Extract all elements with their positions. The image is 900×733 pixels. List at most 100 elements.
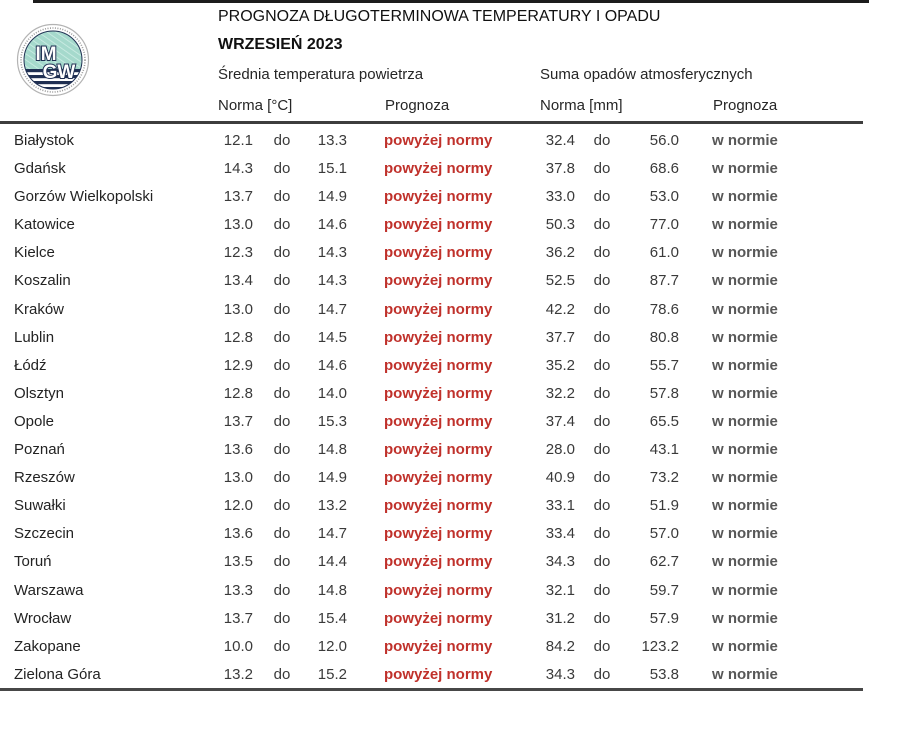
table-row: Gorzów Wielkopolski 13.7 do 14.9 powyżej nor… [0, 183, 900, 211]
table-row: Olsztyn 12.8 do 14.0 powyżej normy 32.2 do 57.8… [0, 380, 900, 408]
precip-norm-min-cell: 34.3 [545, 553, 575, 571]
temp-forecast-cell: powyżej normy [384, 553, 493, 571]
do-word: do [273, 188, 291, 206]
precip-norm-max-cell: 53.8 [649, 665, 679, 683]
temp-norm-max-cell: 14.3 [317, 272, 347, 290]
temp-forecast-cell: powyżej normy [384, 188, 493, 206]
precip-forecast-cell: w normie [712, 188, 778, 206]
do-word: do [593, 132, 611, 149]
precip-norm-min-cell: 36.2 [545, 244, 575, 262]
precip-forecast-cell: w normie [712, 132, 778, 149]
temp-norm-min-cell: 13.2 [223, 665, 253, 683]
table-row: Lublin 12.8 do 14.5 powyżej normy 37.7 do 80.8 w… [0, 324, 900, 352]
do-word: do [593, 525, 611, 543]
precip-forecast-cell: w normie [712, 581, 778, 599]
temp-norm-min-cell: 12.3 [223, 244, 253, 262]
do-word: do [273, 244, 291, 262]
temperature-forecast-column-header: Prognoza [385, 97, 450, 114]
do-word: do [273, 328, 291, 346]
temp-forecast-cell: powyżej normy [384, 384, 493, 402]
table-row: Opole 13.7 do 15.3 powyżej normy 37.4 do 65.5 w … [0, 408, 900, 436]
temp-norm-min-cell: 13.3 [223, 581, 253, 599]
city-cell: Toruń [14, 553, 52, 571]
temp-forecast-cell: powyżej normy [384, 525, 493, 543]
precip-norm-max-cell: 65.5 [649, 412, 679, 430]
table-row: Łódź 12.9 do 14.6 powyżej normy 35.2 do 55.7 w n… [0, 352, 900, 380]
precip-norm-max-cell: 59.7 [649, 581, 679, 599]
do-word: do [273, 356, 291, 374]
precip-norm-min-cell: 84.2 [545, 637, 575, 655]
temp-norm-max-cell: 14.8 [317, 581, 347, 599]
do-word: do [593, 441, 611, 459]
precip-norm-min-cell: 37.7 [545, 328, 575, 346]
temp-forecast-cell: powyżej normy [384, 356, 493, 374]
temp-forecast-cell: powyżej normy [384, 637, 493, 655]
precip-norm-max-cell: 80.8 [649, 328, 679, 346]
precip-norm-min-cell: 33.1 [545, 497, 575, 515]
precip-norm-min-cell: 35.2 [545, 356, 575, 374]
temp-norm-max-cell: 15.3 [317, 412, 347, 430]
do-word: do [273, 553, 291, 571]
precip-forecast-cell: w normie [712, 328, 778, 346]
logo-text-im: IM [35, 44, 56, 65]
city-cell: Rzeszów [14, 469, 75, 487]
temp-forecast-cell: powyżej normy [384, 441, 493, 459]
temp-norm-min-cell: 13.0 [223, 300, 253, 318]
imgw-logo-icon: IM GW [16, 23, 90, 97]
precip-norm-min-cell: 33.0 [545, 188, 575, 206]
precip-norm-max-cell: 73.2 [649, 469, 679, 487]
precip-forecast-cell: w normie [712, 441, 778, 459]
logo-text-gw: GW [43, 62, 76, 83]
precip-norm-min-cell: 52.5 [545, 272, 575, 290]
city-cell: Kraków [14, 300, 65, 318]
temp-forecast-cell: powyżej normy [384, 665, 493, 683]
temp-forecast-cell: powyżej normy [384, 132, 493, 149]
table-row: Kraków 13.0 do 14.7 powyżej normy 42.2 do 78.6 w… [0, 296, 900, 324]
precip-norm-min-cell: 33.4 [545, 525, 575, 543]
precip-norm-min-cell: 28.0 [545, 441, 575, 459]
precip-norm-min-cell: 40.9 [545, 469, 575, 487]
temp-norm-min-cell: 13.0 [223, 469, 253, 487]
temp-forecast-cell: powyżej normy [384, 160, 493, 178]
do-word: do [593, 384, 611, 402]
temp-forecast-cell: powyżej normy [384, 300, 493, 318]
precip-forecast-cell: w normie [712, 384, 778, 402]
table-row: Gdańsk 14.3 do 15.1 powyżej normy 37.8 do 68.6 w… [0, 155, 900, 183]
precip-norm-max-cell: 61.0 [649, 244, 679, 262]
temp-forecast-cell: powyżej normy [384, 497, 493, 515]
table-row: Poznań 13.6 do 14.8 powyżej normy 28.0 do 43.1 w… [0, 436, 900, 464]
precipitation-group-header: Suma opadów atmosferycznych [540, 66, 753, 83]
temp-forecast-cell: powyżej normy [384, 469, 493, 487]
temp-forecast-cell: powyżej normy [384, 272, 493, 290]
city-cell: Zakopane [14, 637, 81, 655]
do-word: do [593, 216, 611, 234]
temp-norm-min-cell: 13.7 [223, 609, 253, 627]
temp-norm-min-cell: 13.7 [223, 412, 253, 430]
city-cell: Kielce [14, 244, 55, 262]
city-cell: Białystok [14, 132, 75, 149]
city-cell: Gorzów Wielkopolski [14, 188, 154, 206]
city-cell: Gdańsk [14, 160, 66, 178]
table-row: Szczecin 13.6 do 14.7 powyżej normy 33.4 do 57.… [0, 520, 900, 548]
temp-norm-min-cell: 13.0 [223, 216, 253, 234]
precip-forecast-cell: w normie [712, 272, 778, 290]
do-word: do [273, 665, 291, 683]
precip-norm-max-cell: 51.9 [649, 497, 679, 515]
temp-norm-max-cell: 14.3 [317, 244, 347, 262]
precip-forecast-cell: w normie [712, 637, 778, 655]
precip-norm-max-cell: 87.7 [649, 272, 679, 290]
table-row: Zakopane 10.0 do 12.0 powyżej normy 84.2 do 123… [0, 633, 900, 661]
temp-norm-max-cell: 13.2 [317, 497, 347, 515]
page-title: PROGNOZA DŁUGOTERMINOWA TEMPERATURY I OP… [218, 8, 661, 25]
precip-norm-max-cell: 53.0 [649, 188, 679, 206]
city-cell: Szczecin [14, 525, 75, 543]
do-word: do [593, 553, 611, 571]
do-word: do [593, 637, 611, 655]
do-word: do [593, 609, 611, 627]
precip-norm-max-cell: 57.0 [649, 525, 679, 543]
temp-norm-max-cell: 14.6 [317, 216, 347, 234]
do-word: do [593, 356, 611, 374]
do-word: do [273, 525, 291, 543]
precip-forecast-cell: w normie [712, 412, 778, 430]
precip-forecast-cell: w normie [712, 553, 778, 571]
